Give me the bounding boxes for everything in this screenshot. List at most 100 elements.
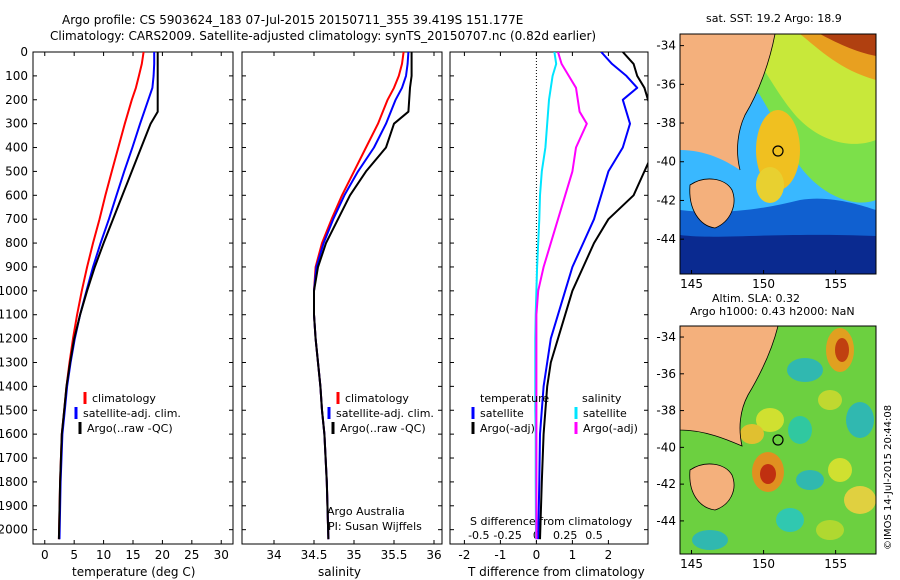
y-tick-label: 1400 — [0, 379, 28, 393]
salinity-legend: climatology satellite-adj. clim. Argo(..… — [327, 392, 434, 533]
legend-label-satellite: satellite-adj. clim. — [83, 407, 181, 420]
header-line1: Argo profile: CS 5903624_183 07-Jul-2015… — [62, 13, 523, 27]
credit-text: ©IMOS 14-Jul-2015 20:44:08 — [883, 405, 894, 550]
map-y-tick-label: -42 — [656, 477, 676, 491]
y-tick-label: 400 — [5, 141, 28, 155]
map-y-tick-label: -40 — [656, 155, 676, 169]
x-tick-label: -2 — [458, 548, 470, 562]
y-tick-label: 700 — [5, 212, 28, 226]
map-y-tick-label: -34 — [656, 330, 676, 344]
salinity-annotation-line1: Argo Australia — [327, 505, 405, 518]
x-tick-label: 25 — [184, 548, 199, 562]
series-line-climatology — [313, 52, 405, 540]
map-y-tick-label: -44 — [656, 232, 676, 246]
x-tick-label: 15 — [125, 548, 140, 562]
x-tick-label: 30 — [214, 548, 229, 562]
y-tick-label: 1200 — [0, 332, 28, 346]
series-line-satellite-adj-clim- — [58, 52, 156, 540]
salinity-xlabel: salinity — [318, 565, 361, 579]
series-line-t-satellite — [537, 52, 639, 540]
y-tick-label: 1600 — [0, 427, 28, 441]
salinity-lines — [313, 52, 413, 540]
x-tick-label: 35 — [346, 548, 361, 562]
difference-xlabel-top: S difference from climatology — [470, 515, 633, 528]
y-tick-label: 1100 — [0, 308, 28, 322]
salinity-axes: 34 34.5 35 35.5 36 — [242, 51, 442, 562]
temperature-legend: climatology satellite-adj. clim. Argo(..… — [74, 392, 181, 435]
s-tick-label: 0.5 — [585, 529, 603, 542]
x-tick-label: 5 — [70, 548, 78, 562]
legend-label-argo: Argo(..raw -QC) — [340, 422, 426, 435]
header-line2: Climatology: CARS2009. Satellite-adjuste… — [50, 29, 596, 43]
y-tick-label: 600 — [5, 188, 28, 202]
sst-map-image — [680, 34, 876, 274]
legend-s-title: salinity — [582, 392, 622, 405]
legend-label-s-argo: Argo(-adj) — [583, 422, 638, 435]
series-line-t-argo-adj- — [539, 52, 648, 540]
map-y-tick-label: -36 — [656, 367, 676, 381]
y-tick-label: 1500 — [0, 403, 28, 417]
map-y-tick-label: -38 — [656, 404, 676, 418]
sst-map-axes: 145 150 155 -34 -36 -38 -40 -42 -44 — [656, 39, 847, 291]
x-tick-label: 34.5 — [301, 548, 328, 562]
map-y-tick-label: -42 — [656, 193, 676, 207]
y-tick-label: 1300 — [0, 355, 28, 369]
y-tick-label: 1900 — [0, 499, 28, 513]
map-x-tick-label: 155 — [824, 557, 847, 571]
sst-map-title: sat. SST: 19.2 Argo: 18.9 — [706, 12, 842, 25]
x-tick-label: -1 — [494, 548, 506, 562]
difference-lines — [534, 52, 648, 540]
y-tick-label: 2000 — [0, 523, 28, 537]
map-x-tick-label: 145 — [680, 557, 703, 571]
sst-argo-marker — [772, 145, 784, 157]
y-tick-label: 0 — [20, 45, 28, 59]
sla-map-title: Altim. SLA: 0.32 — [712, 292, 800, 305]
legend-t-title: temperature — [480, 392, 549, 405]
x-tick-label: 20 — [155, 548, 170, 562]
legend-label-climatology: climatology — [345, 392, 409, 405]
x-tick-label: 36 — [426, 548, 441, 562]
x-tick-label: 34 — [266, 548, 281, 562]
y-tick-label: 1000 — [0, 284, 28, 298]
y-tick-label: 800 — [5, 236, 28, 250]
x-tick-label: 10 — [96, 548, 111, 562]
y-tick-label: 1800 — [0, 475, 28, 489]
map-y-tick-label: -36 — [656, 77, 676, 91]
salinity-panel — [241, 51, 443, 545]
map-x-tick-label: 155 — [824, 277, 847, 291]
temperature-axes: 0100200300400500600700800900100011001200… — [0, 45, 233, 562]
legend-label-argo: Argo(..raw -QC) — [87, 422, 173, 435]
x-tick-label: 35.5 — [381, 548, 408, 562]
sla-map-frame — [679, 325, 877, 555]
map-x-tick-label: 150 — [752, 557, 775, 571]
map-x-tick-label: 150 — [752, 277, 775, 291]
sla-argo-marker — [772, 434, 784, 446]
y-tick-label: 300 — [5, 117, 28, 131]
series-line-argo-raw-qc- — [313, 52, 413, 540]
sla-map-image — [680, 326, 876, 554]
x-tick-label: 0 — [41, 548, 49, 562]
map-y-tick-label: -38 — [656, 116, 676, 130]
legend-label-t-satellite: satellite — [480, 407, 524, 420]
sst-map-frame — [679, 33, 877, 275]
y-tick-label: 500 — [5, 164, 28, 178]
series-line-climatology — [57, 52, 145, 540]
salinity-annotation-line2: PI: Susan Wijffels — [328, 520, 422, 533]
temperature-xlabel: temperature (deg C) — [72, 565, 195, 579]
y-tick-label: 200 — [5, 93, 28, 107]
map-x-tick-label: 145 — [680, 277, 703, 291]
legend-label-climatology: climatology — [92, 392, 156, 405]
difference-xlabel: T difference from climatology — [467, 565, 645, 579]
s-tick-label: 0.25 — [553, 529, 578, 542]
s-tick-label: -0.25 — [493, 529, 521, 542]
temperature-panel — [32, 51, 234, 545]
y-tick-label: 900 — [5, 260, 28, 274]
map-y-tick-label: -44 — [656, 514, 676, 528]
difference-legend: temperature satellite Argo(-adj) salinit… — [471, 392, 638, 435]
sla-map-subtitle: Argo h1000: 0.43 h2000: NaN — [690, 305, 855, 318]
map-y-tick-label: -34 — [656, 39, 676, 53]
series-line-argo-raw-qc- — [57, 52, 159, 540]
x-tick-label: 1 — [569, 548, 577, 562]
temperature-lines — [57, 52, 159, 540]
